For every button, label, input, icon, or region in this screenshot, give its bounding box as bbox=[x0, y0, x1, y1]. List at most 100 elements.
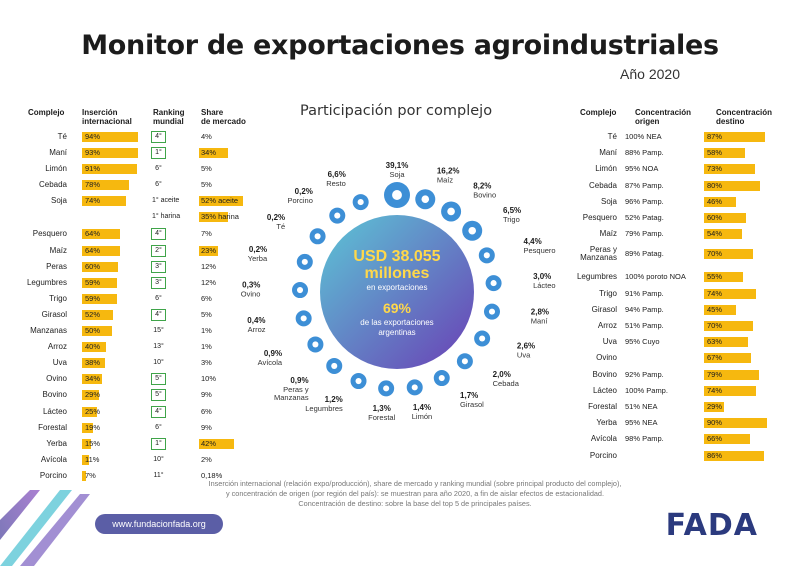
share-label: 9% bbox=[201, 390, 212, 400]
left-header-share-l1: Share bbox=[201, 108, 224, 117]
complex-icon-glyph bbox=[331, 362, 338, 370]
destino-label: 66% bbox=[707, 434, 723, 444]
destino-label: 87% bbox=[707, 132, 723, 141]
destino-label: 79% bbox=[707, 369, 723, 379]
center-pct-note2: argentinas bbox=[378, 328, 416, 337]
ranking-badge: 1° harina bbox=[152, 213, 181, 221]
left-row: Bovino 29% 5° 9% bbox=[0, 387, 260, 403]
complex-icon-glyph bbox=[479, 335, 486, 342]
complex-icon-glyph bbox=[438, 375, 445, 382]
left-row-name: Manzanas bbox=[30, 326, 67, 335]
destino-label: 67% bbox=[707, 353, 723, 363]
right-row: Lácteo 100% Pamp. 74% bbox=[570, 383, 790, 399]
right-row: Té 100% NEA 87% bbox=[570, 129, 790, 145]
share-label: 4% bbox=[201, 132, 212, 141]
ranking-badge: 1° bbox=[151, 147, 166, 160]
right-row-name: Lácteo bbox=[592, 385, 617, 395]
right-header-origen: Concentración origen bbox=[635, 108, 691, 126]
complex-item: 0,2%Porcino bbox=[287, 187, 346, 224]
insercion-label: 94% bbox=[85, 132, 101, 141]
origin-value: 52% Patag. bbox=[625, 213, 664, 222]
left-row: Pesquero 64% 4° 7% bbox=[0, 226, 260, 242]
right-header-origen-l2: origen bbox=[635, 117, 660, 126]
complex-item: 0,3%Ovino bbox=[241, 281, 309, 299]
origin-value: 91% Pamp. bbox=[625, 288, 664, 298]
left-row-name: Té bbox=[57, 132, 67, 141]
destino-bar bbox=[704, 450, 765, 461]
right-row-name: Soja bbox=[600, 196, 617, 206]
complex-pct: 2,8% bbox=[531, 308, 549, 317]
share-label: 7% bbox=[201, 229, 212, 239]
ranking-badge: 4° bbox=[151, 228, 166, 241]
right-row-name: Pesquero bbox=[582, 213, 617, 222]
left-row: Uva 38% 10° 3% bbox=[0, 355, 260, 371]
complex-item: 1,7%Girasol bbox=[433, 370, 484, 409]
destino-bar bbox=[704, 272, 743, 283]
destino-label: 55% bbox=[707, 272, 723, 282]
destino-bar bbox=[704, 402, 725, 412]
origin-value: 95% NEA bbox=[625, 418, 658, 428]
complex-icon-glyph bbox=[300, 315, 307, 322]
left-row-name: Trigo bbox=[49, 293, 67, 303]
center-circle bbox=[320, 215, 474, 369]
complex-pct: 0,9% bbox=[264, 349, 282, 358]
left-row-name: Maíz bbox=[49, 245, 67, 255]
origin-value: 51% NEA bbox=[625, 402, 658, 411]
website-link[interactable]: www.fundacionfada.org bbox=[95, 514, 223, 534]
share-label: 6% bbox=[201, 406, 212, 416]
complex-icon-glyph bbox=[383, 385, 390, 392]
share-bar bbox=[199, 212, 229, 223]
right-row-name: Porcino bbox=[589, 450, 617, 460]
left-row-name: Yerba bbox=[46, 438, 67, 448]
right-row: Maíz 79% Pamp. 54% bbox=[570, 226, 790, 242]
complex-pct: 39,1% bbox=[386, 161, 409, 170]
complex-name: Forestal bbox=[368, 413, 395, 422]
insercion-label: 40% bbox=[85, 342, 101, 352]
complex-pct: 1,3% bbox=[373, 404, 391, 413]
left-row-name: Pesquero bbox=[32, 229, 67, 239]
left-row: Arroz 40% 13° 1% bbox=[0, 339, 260, 355]
insercion-bar: 52% bbox=[82, 309, 114, 320]
ranking-badge: 1° bbox=[151, 437, 166, 450]
share-bar bbox=[199, 438, 235, 449]
left-row: Limón 91% 6° 5% bbox=[0, 161, 260, 177]
ranking-badge: 6° bbox=[155, 423, 162, 431]
destino-label: 80% bbox=[707, 180, 723, 190]
destino-bar bbox=[704, 288, 756, 299]
left-header-insercion-l2: internacional bbox=[82, 117, 132, 126]
origin-value: 92% Pamp. bbox=[625, 369, 664, 379]
complex-item: 6,6%Resto bbox=[326, 170, 369, 211]
share-label: 1% bbox=[201, 342, 212, 352]
complex-icon-glyph bbox=[421, 195, 430, 204]
right-row-name: Legumbres bbox=[576, 272, 617, 282]
insercion-bar: 50% bbox=[82, 326, 112, 336]
ranking-badge: 6° bbox=[155, 165, 162, 173]
fada-logo: FADA bbox=[665, 508, 758, 543]
destino-bar bbox=[704, 385, 756, 396]
destino-label: 54% bbox=[707, 229, 723, 239]
complex-icon-glyph bbox=[468, 226, 477, 235]
insercion-label: 29% bbox=[85, 390, 101, 400]
ranking-badge: 4° bbox=[151, 405, 166, 418]
insercion-label: 59% bbox=[85, 277, 101, 287]
complex-name: Uva bbox=[517, 350, 531, 359]
right-row-name: Ovino bbox=[596, 353, 617, 363]
left-row: Lácteo 25% 4° 6% bbox=[0, 404, 260, 420]
destino-bar bbox=[704, 434, 751, 445]
complex-icon-glyph bbox=[296, 286, 304, 294]
complex-name: Resto bbox=[326, 179, 346, 188]
complex-item: 0,4%Arroz bbox=[247, 310, 312, 334]
right-header-destino: Concentración destino bbox=[716, 108, 772, 126]
complex-icon-glyph bbox=[461, 358, 468, 365]
complex-item: 0,9%Avícola bbox=[258, 336, 324, 367]
complex-item: 2,6%Uva bbox=[474, 330, 535, 359]
right-row: Yerba 95% NEA 90% bbox=[570, 415, 790, 431]
ranking-badge: 6° bbox=[155, 294, 162, 302]
destino-label: 70% bbox=[707, 321, 723, 330]
left-row: Té 94% 4° 4% bbox=[0, 129, 260, 145]
destino-bar bbox=[704, 353, 751, 364]
complex-name: Trigo bbox=[503, 215, 520, 224]
left-row: Girasol 52% 4° 5% bbox=[0, 307, 260, 323]
share-label: 52% aceite bbox=[201, 196, 239, 206]
